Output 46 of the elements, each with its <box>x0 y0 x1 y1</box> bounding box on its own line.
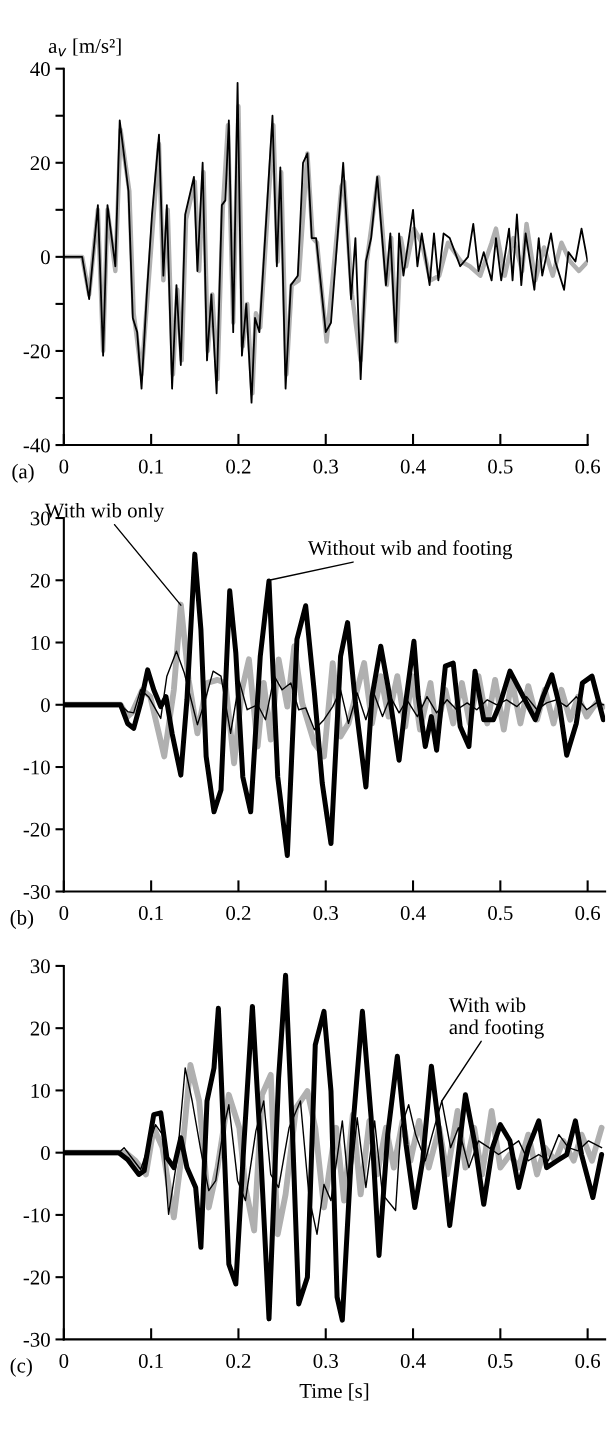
x-tick-label: 0.4 <box>400 906 426 921</box>
y-axis-title: a$_{v}$ [m/s²] <box>48 38 121 57</box>
x-tick-label: 0.6 <box>575 906 601 921</box>
y-tick-label: -30 <box>23 884 50 899</box>
y-tick-label: 20 <box>30 573 50 588</box>
x-tick-label: 0.3 <box>313 1353 338 1369</box>
y-tick-label: 30 <box>30 959 50 974</box>
x-tick-label: 0.4 <box>400 459 426 474</box>
x-tick-label: 0.5 <box>488 1353 513 1369</box>
x-tick-label: 0 <box>59 906 69 921</box>
x-tick-label: 0 <box>59 1353 69 1368</box>
text: (a) <box>12 463 34 483</box>
y-tick-label: 0 <box>41 698 50 713</box>
y-tick-label: -40 <box>23 438 50 453</box>
y-tick-label: -30 <box>23 1332 50 1347</box>
text: (b) <box>10 910 34 929</box>
y-tick-label: 0 <box>41 250 50 265</box>
y-tick-label: 10 <box>31 1083 50 1098</box>
y-tick-label: 40 <box>30 62 50 77</box>
x-tick-label: 0.2 <box>226 906 251 921</box>
x-tick-label: 0.5 <box>488 459 513 474</box>
x-tick-label: 0.4 <box>400 1353 426 1369</box>
y-tick-label: -20 <box>23 1270 50 1285</box>
x-tick-label: 0.1 <box>138 906 163 921</box>
y-tick-label: -10 <box>23 1208 50 1223</box>
x-tick-label: 0.6 <box>575 1353 601 1369</box>
x-tick-label: 0.3 <box>313 459 338 474</box>
x-tick-label: 0.3 <box>313 906 338 921</box>
x-tick-label: 0.1 <box>138 459 163 474</box>
y-tick-label: 20 <box>30 1021 50 1036</box>
y-tick-label: -20 <box>23 344 50 359</box>
annotation: With wib and footing <box>448 997 544 1039</box>
x-tick-label: 0 <box>59 459 69 474</box>
x-tick-label: 0.2 <box>226 459 251 474</box>
y-tick-label: -10 <box>23 760 50 775</box>
y-tick-label: 10 <box>31 635 50 650</box>
x-tick-label: 0.2 <box>226 1353 251 1369</box>
x-tick-label: 0.6 <box>575 459 601 474</box>
y-tick-label: -20 <box>23 822 50 837</box>
text: (c) <box>10 1357 32 1377</box>
x-tick-label: 0.1 <box>138 1353 163 1369</box>
x-axis-title: Time [s] <box>299 1383 369 1401</box>
y-tick-label: 20 <box>30 156 50 171</box>
annotation: Without wib and footing <box>307 540 513 560</box>
x-tick-label: 0.5 <box>488 906 513 921</box>
y-tick-label: 0 <box>41 1146 50 1161</box>
